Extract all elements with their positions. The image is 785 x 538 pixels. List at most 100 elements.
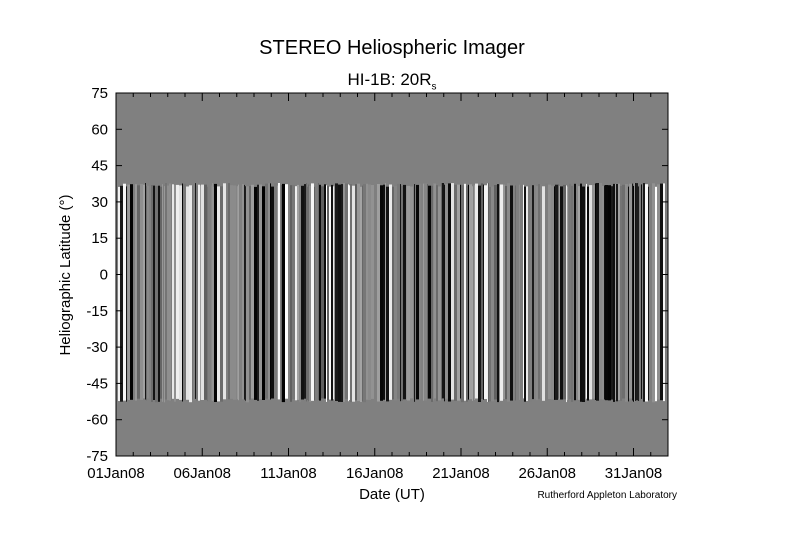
chart-title: STEREO Heliospheric Imager xyxy=(259,37,525,59)
data-stripe xyxy=(431,185,433,402)
data-stripe xyxy=(523,184,524,399)
credit-text: Rutherford Appleton Laboratory xyxy=(537,490,677,501)
data-stripe xyxy=(281,185,282,402)
data-stripe xyxy=(345,183,348,399)
data-stripe xyxy=(133,186,135,400)
data-stripe xyxy=(149,185,151,400)
data-stripe xyxy=(416,184,419,400)
data-stripe xyxy=(513,183,515,399)
data-stripe xyxy=(451,183,454,400)
data-stripe xyxy=(641,184,642,399)
data-stripe xyxy=(251,184,254,399)
data-stripe xyxy=(592,185,595,399)
data-stripe xyxy=(318,183,319,400)
data-stripe xyxy=(524,186,526,402)
data-stripe xyxy=(146,186,147,401)
data-stripe xyxy=(245,186,246,401)
data-stripe xyxy=(638,186,639,401)
data-stripe xyxy=(530,183,532,403)
data-stripe xyxy=(228,183,230,400)
data-stripe xyxy=(574,183,576,401)
data-stripe xyxy=(474,185,475,401)
data-stripe xyxy=(223,183,226,400)
data-stripe xyxy=(319,184,321,401)
data-stripe xyxy=(324,184,326,399)
data-stripe xyxy=(528,185,530,402)
data-stripe xyxy=(126,186,127,402)
data-stripe xyxy=(274,183,277,399)
y-tick-label: 45 xyxy=(91,158,108,175)
data-stripe xyxy=(566,185,567,403)
data-stripe xyxy=(576,184,578,400)
data-stripe xyxy=(176,184,179,399)
data-stripe xyxy=(444,184,445,402)
data-stripe xyxy=(657,184,660,400)
data-stripe xyxy=(360,186,362,402)
data-stripe xyxy=(608,185,611,401)
data-stripe xyxy=(497,184,499,403)
data-stripe xyxy=(288,184,290,401)
data-stripe xyxy=(244,184,245,400)
data-stripe xyxy=(162,184,163,402)
data-stripe xyxy=(211,185,212,401)
data-stripe xyxy=(643,183,645,402)
data-stripe xyxy=(278,183,280,400)
data-stripe xyxy=(648,186,649,401)
data-stripe xyxy=(380,185,383,401)
data-stripe xyxy=(204,184,207,400)
data-stripe xyxy=(457,184,460,401)
data-stripe xyxy=(472,186,473,401)
data-stripe xyxy=(236,186,237,401)
data-stripe xyxy=(343,183,345,402)
data-stripe xyxy=(625,184,628,402)
data-stripe xyxy=(334,186,335,401)
data-stripe xyxy=(560,186,563,400)
data-stripe xyxy=(510,185,513,401)
data-stripe xyxy=(163,184,164,399)
data-stripe xyxy=(192,186,193,400)
data-stripe xyxy=(516,185,519,401)
data-stripe xyxy=(494,185,497,400)
data-stripe xyxy=(301,185,304,400)
data-stripe xyxy=(628,186,629,402)
data-stripe xyxy=(415,183,416,400)
data-stripe xyxy=(207,186,208,402)
data-stripe xyxy=(558,184,559,399)
data-stripe xyxy=(622,184,625,399)
data-stripe xyxy=(377,184,380,402)
data-stripe xyxy=(238,184,239,401)
data-stripe xyxy=(554,186,555,400)
data-stripe xyxy=(663,183,665,402)
data-stripe xyxy=(363,184,366,403)
data-stripe xyxy=(350,184,352,403)
data-stripe xyxy=(230,185,233,399)
data-stripe xyxy=(164,186,165,403)
data-stripe xyxy=(538,184,540,399)
data-stripe xyxy=(186,186,189,400)
data-stripe xyxy=(233,185,236,400)
data-stripe xyxy=(271,186,274,399)
data-stripe xyxy=(655,186,657,402)
data-stripe xyxy=(436,185,438,402)
data-stripe xyxy=(413,183,414,401)
y-tick-label: 15 xyxy=(91,230,108,247)
data-stripe xyxy=(419,183,421,400)
data-stripe xyxy=(160,186,162,399)
data-stripe xyxy=(285,184,288,399)
data-stripe xyxy=(147,185,149,399)
data-stripe xyxy=(155,186,158,403)
data-stripe xyxy=(165,183,167,400)
data-stripe xyxy=(488,183,489,402)
data-stripe xyxy=(568,185,569,402)
data-stripe xyxy=(489,186,491,402)
y-tick-label: -60 xyxy=(86,412,108,429)
data-stripe xyxy=(563,184,566,400)
data-stripe xyxy=(237,186,238,400)
data-stripe xyxy=(196,185,198,401)
data-stripe xyxy=(366,183,368,400)
data-stripe xyxy=(299,186,301,403)
data-stripe xyxy=(540,183,542,399)
data-stripe xyxy=(249,186,251,400)
data-stripe xyxy=(151,185,153,402)
data-stripe xyxy=(649,183,652,399)
